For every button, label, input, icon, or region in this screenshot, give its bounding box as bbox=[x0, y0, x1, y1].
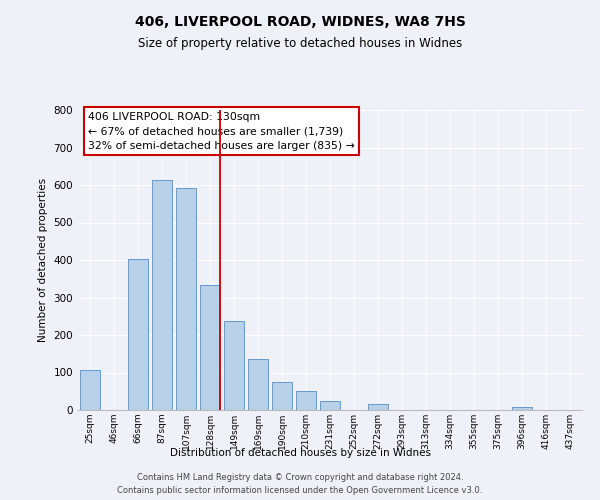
Bar bbox=[512, 408, 532, 410]
Bar bbox=[368, 404, 388, 410]
Bar bbox=[200, 285, 220, 410]
Text: 406, LIVERPOOL ROAD, WIDNES, WA8 7HS: 406, LIVERPOOL ROAD, WIDNES, WA8 7HS bbox=[134, 15, 466, 29]
Y-axis label: Number of detached properties: Number of detached properties bbox=[38, 178, 48, 342]
Bar bbox=[80, 370, 100, 410]
Bar bbox=[272, 382, 292, 410]
Text: 406 LIVERPOOL ROAD: 130sqm
← 67% of detached houses are smaller (1,739)
32% of s: 406 LIVERPOOL ROAD: 130sqm ← 67% of deta… bbox=[88, 112, 355, 151]
Bar bbox=[152, 180, 172, 410]
Bar bbox=[296, 391, 316, 410]
Bar bbox=[176, 188, 196, 410]
Bar bbox=[248, 359, 268, 410]
Text: Size of property relative to detached houses in Widnes: Size of property relative to detached ho… bbox=[138, 38, 462, 51]
Bar bbox=[224, 321, 244, 410]
Bar bbox=[128, 259, 148, 410]
Text: Distribution of detached houses by size in Widnes: Distribution of detached houses by size … bbox=[170, 448, 431, 458]
Text: Contains HM Land Registry data © Crown copyright and database right 2024.: Contains HM Land Registry data © Crown c… bbox=[137, 472, 463, 482]
Text: Contains public sector information licensed under the Open Government Licence v3: Contains public sector information licen… bbox=[118, 486, 482, 495]
Bar bbox=[320, 400, 340, 410]
